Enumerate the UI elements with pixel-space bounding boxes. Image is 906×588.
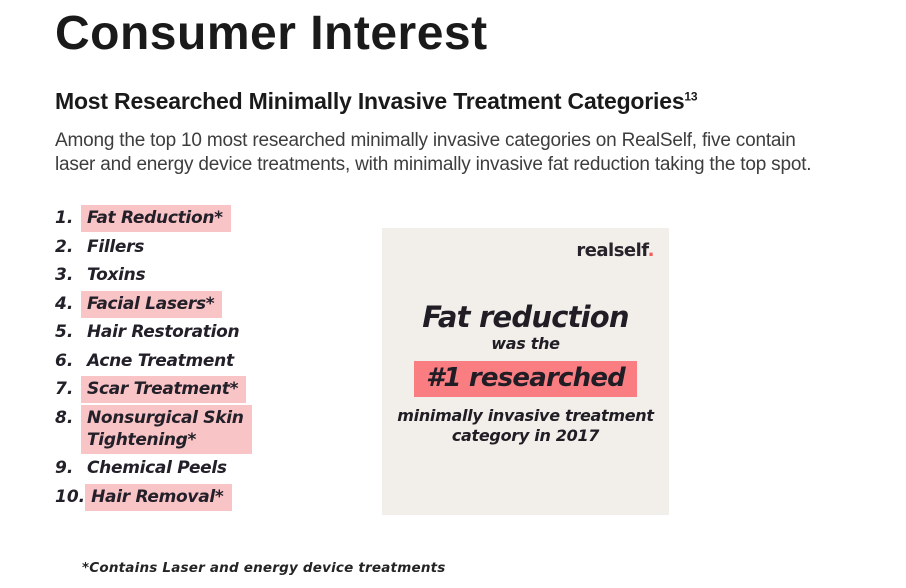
rank-number: 2. bbox=[55, 236, 74, 257]
rank-number: 4. bbox=[55, 293, 74, 314]
intro-paragraph: Among the top 10 most researched minimal… bbox=[55, 130, 812, 175]
rank-label: Scar Treatment* bbox=[81, 376, 247, 403]
rank-label: Acne Treatment bbox=[87, 350, 234, 371]
rank-number: 6. bbox=[55, 350, 74, 371]
page-title: Consumer Interest bbox=[55, 7, 488, 60]
rank-label: Toxins bbox=[87, 265, 146, 285]
footnote-reference: 13 bbox=[684, 89, 698, 104]
stat-subline: was the bbox=[491, 334, 560, 353]
rank-label: Chemical Peels bbox=[87, 458, 227, 478]
stat-highlight: #1 researched bbox=[414, 361, 637, 397]
rank-item-6: 6. Acne Treatment bbox=[55, 348, 385, 375]
stat-headline: Fat reduction bbox=[422, 300, 629, 334]
section-subtitle-text: Most Researched Minimally Invasive Treat… bbox=[55, 88, 685, 114]
rank-number: 7. bbox=[55, 379, 74, 399]
rank-number: 3. bbox=[55, 265, 74, 285]
stat-highlight-wrap: #1 researched bbox=[382, 353, 669, 397]
rank-label: Fat Reduction* bbox=[81, 205, 231, 232]
rank-label: Facial Lasers* bbox=[81, 290, 223, 318]
rank-number: 10. bbox=[55, 486, 86, 507]
rank-item-4: 4. Facial Lasers* bbox=[55, 290, 385, 318]
rank-item-3: 3. Toxins bbox=[55, 262, 385, 289]
realself-logo-text: realself bbox=[576, 240, 648, 261]
rank-label: Fillers bbox=[87, 236, 145, 257]
rank-item-2: 2. Fillers bbox=[55, 234, 385, 261]
footnote: *Contains Laser and energy device treatm… bbox=[82, 560, 446, 576]
rank-item-1: 1. Fat Reduction* bbox=[55, 205, 385, 232]
rank-label: Nonsurgical Skin Tightening* bbox=[81, 404, 252, 454]
rank-item-10: 10. Hair Removal* bbox=[55, 483, 385, 511]
rank-item-5: 5. Hair Restoration bbox=[55, 319, 385, 346]
rank-item-7: 7. Scar Treatment* bbox=[55, 376, 385, 403]
rank-number: 8. bbox=[55, 407, 74, 428]
rank-number: 5. bbox=[55, 322, 74, 342]
treatment-rank-list: 1. Fat Reduction* 2. Fillers 3. Toxins 4… bbox=[55, 205, 385, 512]
realself-logo: realself. bbox=[576, 240, 654, 261]
stat-card: realself. Fat reduction was the #1 resea… bbox=[382, 228, 669, 515]
rank-label: Hair Restoration bbox=[87, 322, 240, 342]
rank-label: Hair Removal* bbox=[85, 483, 232, 511]
rank-item-8: 8. Nonsurgical Skin Tightening* bbox=[55, 404, 385, 454]
rank-item-9: 9. Chemical Peels bbox=[55, 455, 385, 482]
stat-card-body: Fat reduction was the #1 researched mini… bbox=[382, 302, 669, 446]
rank-number: 9. bbox=[55, 458, 74, 478]
section-subtitle: Most Researched Minimally Invasive Treat… bbox=[55, 88, 698, 115]
rank-number: 1. bbox=[55, 208, 74, 228]
realself-logo-dot: . bbox=[647, 240, 655, 261]
stat-caption: minimally invasive treatment category in… bbox=[397, 406, 654, 445]
